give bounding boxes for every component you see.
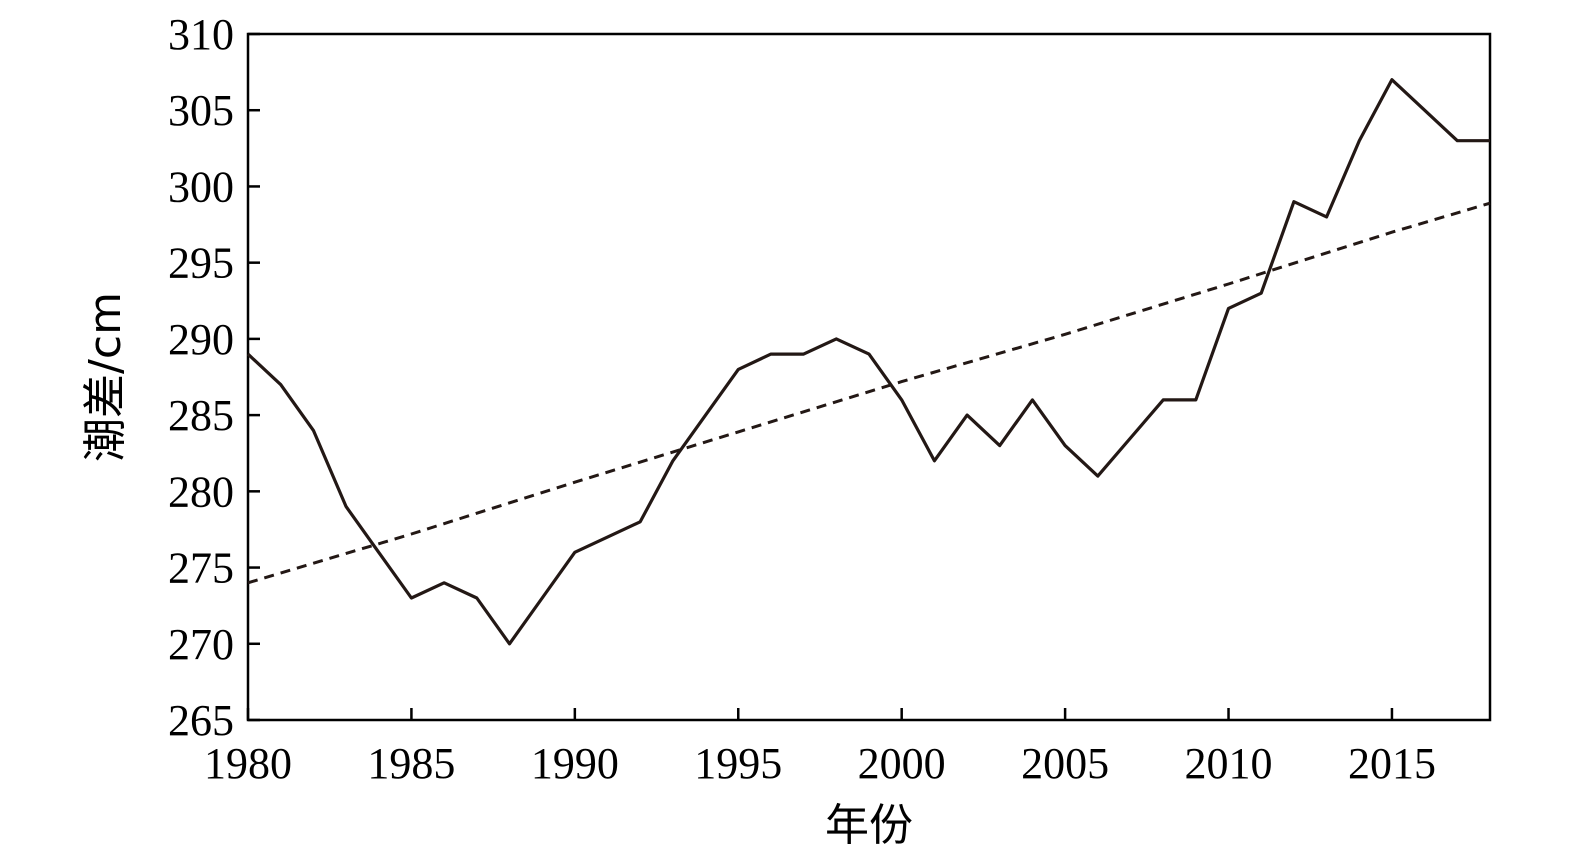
x-tick-label: 2000 — [858, 739, 946, 788]
trend-line — [247, 201, 1491, 585]
x-tick-label: 1980 — [204, 739, 292, 788]
x-tick-label: 2005 — [1021, 739, 1109, 788]
data-line — [246, 78, 1490, 646]
y-tick-label: 305 — [168, 86, 234, 135]
y-tick-label: 285 — [168, 391, 234, 440]
y-tick-label: 295 — [168, 239, 234, 288]
y-tick-label: 265 — [168, 696, 234, 745]
x-tick-label: 2015 — [1348, 739, 1436, 788]
x-axis-title: 年份 — [825, 800, 913, 851]
y-tick-label: 270 — [168, 620, 234, 669]
x-tick-label: 1985 — [367, 739, 455, 788]
plot-frame — [246, 32, 1492, 722]
x-tick-label: 2010 — [1185, 739, 1273, 788]
x-tick-label: 1995 — [694, 739, 782, 788]
x-tick-label: 1990 — [531, 739, 619, 788]
y-tick-label: 275 — [168, 544, 234, 593]
series-group — [246, 78, 1491, 646]
y-axis-title: 潮差/cm — [80, 292, 131, 462]
y-tick-label: 310 — [168, 10, 234, 59]
y-tick-label: 300 — [168, 162, 234, 211]
x-axis-ticks: 1980 1985 1990 1995 2000 2005 2010 2015 — [204, 708, 1436, 788]
y-tick-label: 290 — [168, 315, 234, 364]
y-tick-label: 280 — [168, 467, 234, 516]
y-axis-ticks: 265 270 275 280 285 290 295 300 305 310 — [168, 10, 260, 745]
